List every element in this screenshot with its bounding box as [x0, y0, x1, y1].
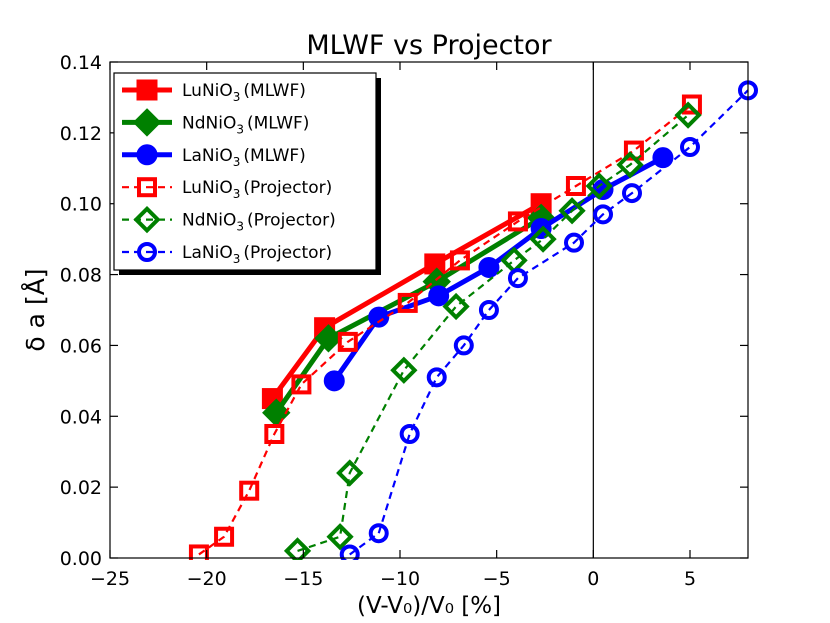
data-point-s5-10: [680, 137, 700, 158]
x-tick-label: 0: [587, 568, 599, 590]
data-point-s3-6: [397, 292, 418, 313]
legend-marker-2: [136, 144, 158, 166]
data-point-s2-2: [428, 285, 450, 307]
y-tick-label: 0.14: [60, 52, 102, 74]
legend-box: [113, 72, 377, 271]
data-point-s3-4: [291, 374, 312, 395]
data-point-s3-9: [565, 176, 586, 196]
data-point-s4-3: [390, 356, 418, 384]
chart-title: MLWF vs Projector: [306, 30, 552, 61]
y-tick-label: 0.12: [60, 123, 102, 145]
plot-frame: [109, 61, 749, 559]
data-point-s3-11: [681, 94, 702, 115]
data-point-s4-6: [529, 225, 557, 253]
data-point-s3-1: [214, 526, 235, 547]
series-line-4: [297, 114, 689, 552]
legend-marker-5: [137, 242, 157, 262]
x-tick-label: −10: [380, 568, 420, 590]
legend-marker-4: [133, 205, 161, 234]
data-point-s3-3: [264, 424, 285, 444]
legend-marker-3: [137, 177, 157, 198]
y-axis-label: δ a [Å]: [21, 268, 50, 351]
data-point-s5-1: [368, 523, 389, 544]
x-tick-label: −15: [283, 568, 323, 590]
y-tick-label: 0.04: [60, 406, 102, 428]
legend-marker-1: [132, 108, 162, 137]
legend-label-2: LaNiO3 (MLWF): [182, 146, 306, 169]
legend-marker-0: [136, 79, 158, 101]
data-point-s1-1: [314, 324, 343, 353]
data-point-s2-0: [323, 370, 345, 392]
data-point-s4-1: [326, 523, 354, 551]
data-point-s2-1: [368, 306, 390, 328]
x-axis-label: (V-V₀)/V₀ [%]: [357, 593, 501, 619]
data-point-s4-2: [336, 459, 364, 487]
data-point-s5-6: [507, 268, 528, 289]
y-tick-label: 0.08: [60, 265, 102, 287]
data-point-s5-8: [593, 204, 613, 225]
data-point-s5-7: [564, 232, 584, 253]
legend-label-4: NdNiO3 (Projector): [182, 211, 336, 234]
data-point-s5-5: [478, 300, 499, 320]
data-point-s4-8: [585, 172, 613, 200]
data-point-s3-8: [507, 211, 528, 232]
data-point-s4-4: [442, 292, 470, 321]
data-point-s3-7: [449, 250, 470, 271]
series-line-0: [270, 201, 543, 401]
series-line-5: [349, 89, 749, 556]
data-point-s5-3: [426, 367, 447, 388]
data-point-s4-9: [616, 151, 644, 179]
data-point-s2-6: [652, 147, 674, 169]
data-point-s5-2: [399, 424, 420, 444]
legend-label-5: LaNiO3 (Projector): [182, 243, 332, 266]
data-point-s4-10: [674, 101, 702, 129]
data-point-s2-3: [478, 256, 500, 278]
data-point-s5-9: [622, 183, 642, 204]
x-tick-label: −20: [187, 568, 227, 590]
data-point-s3-2: [239, 480, 260, 501]
data-point-s4-0: [283, 537, 312, 560]
data-point-s3-5: [337, 331, 358, 352]
x-tick-label: −5: [483, 568, 511, 590]
data-point-s2-5: [592, 179, 614, 201]
y-tick-label: 0.02: [60, 477, 102, 499]
x-tick-label: −25: [90, 568, 130, 590]
data-point-s4-7: [558, 197, 586, 225]
y-tick-label: 0.00: [60, 548, 102, 570]
legend-label-0: LuNiO3 (MLWF): [182, 81, 306, 104]
y-tick-label: 0.06: [60, 335, 102, 357]
data-point-s5-0: [339, 544, 360, 560]
y-tick-label: 0.10: [60, 194, 102, 216]
legend-label-3: LuNiO3 (Projector): [182, 178, 332, 201]
data-point-s5-4: [453, 335, 474, 356]
x-tick-label: 5: [684, 568, 696, 590]
legend-label-1: NdNiO3 (MLWF): [182, 113, 309, 136]
